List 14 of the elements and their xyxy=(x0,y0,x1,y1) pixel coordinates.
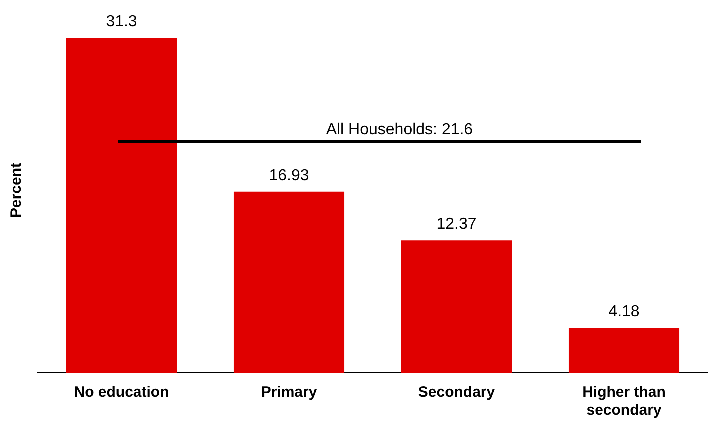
data-label: 4.18 xyxy=(608,304,640,321)
x-tick-label: No education xyxy=(74,384,170,402)
bar xyxy=(234,192,345,373)
y-axis-title: Percent xyxy=(8,162,26,218)
data-label: 12.37 xyxy=(436,216,477,234)
bar xyxy=(401,240,512,373)
bar xyxy=(568,328,680,373)
x-tick-label: Secondary xyxy=(418,384,496,402)
ref-line-label: All Households: 21.6 xyxy=(326,121,474,138)
x-tick-label: Higher than secondary xyxy=(582,384,666,420)
x-tick-label: Primary xyxy=(261,384,318,402)
data-label: 31.3 xyxy=(106,14,138,31)
data-label: 16.93 xyxy=(269,167,310,184)
bar xyxy=(66,38,178,373)
